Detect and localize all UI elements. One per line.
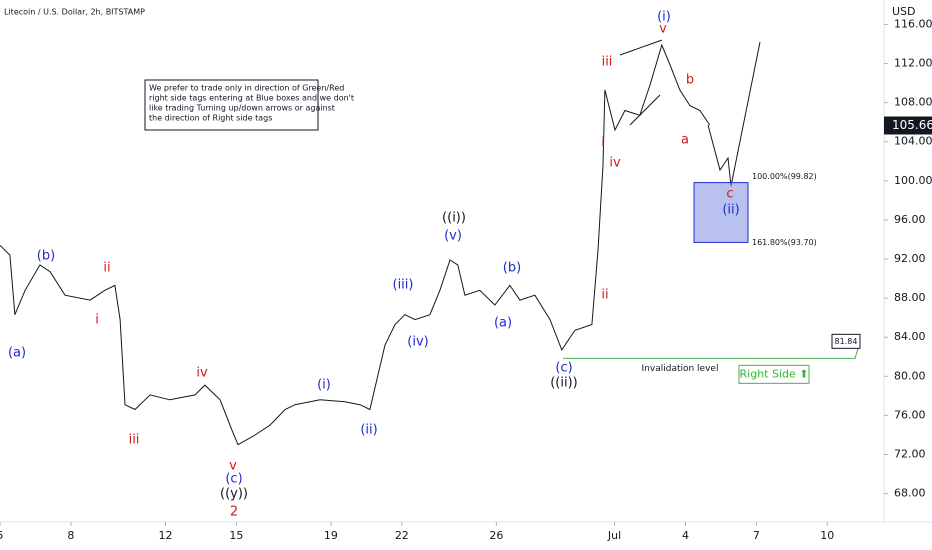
note-line: We prefer to trade only in direction of … <box>149 84 344 93</box>
wave-label: iii <box>129 433 140 448</box>
right-side-tag: Right Side ⬆ <box>740 367 809 380</box>
y-tick-label: 104.00 <box>894 135 932 148</box>
target-zone <box>693 182 749 243</box>
triangle-line <box>619 39 663 56</box>
note-box <box>144 79 319 131</box>
wave-label: (ii) <box>722 203 739 218</box>
y-tick-label: 112.00 <box>894 57 932 70</box>
wave-label: i <box>601 136 605 151</box>
x-tick-label: Jul <box>607 529 621 542</box>
y-tick-label: 68.00 <box>894 487 926 500</box>
price-line <box>0 43 711 446</box>
wave-label: (i) <box>657 10 671 25</box>
wave-label: (ii) <box>360 423 377 438</box>
x-tick-label: 26 <box>489 529 503 542</box>
y-tick-label: 92.00 <box>894 252 926 265</box>
last-price-box <box>884 116 932 135</box>
y-tick-label: 84.00 <box>894 330 926 343</box>
wave-label: iv <box>196 366 208 381</box>
x-tick-label: 5 <box>0 529 4 542</box>
fib-label: 100.00%(99.82) <box>752 172 817 181</box>
wave-label: (iii) <box>393 278 414 293</box>
wave-label: (iv) <box>407 335 428 350</box>
x-tick-label: 10 <box>820 529 834 542</box>
note-line: the direction of Right side tags <box>149 114 272 123</box>
wave-label: (i) <box>317 378 331 393</box>
x-tick-label: 22 <box>395 529 409 542</box>
invalidation-box <box>831 333 861 349</box>
wave-label: i <box>95 313 99 328</box>
x-tick-label: 19 <box>324 529 338 542</box>
wave-label: (b) <box>503 261 521 276</box>
wave-label: v <box>659 22 667 37</box>
wave-label: ii <box>103 261 110 276</box>
currency-label: USD <box>892 5 916 18</box>
last-price: 105.66 <box>892 118 932 132</box>
note-line: like trading Turning up/down arrows or a… <box>149 104 335 113</box>
wave-label: b <box>686 73 694 88</box>
wave-label: (a) <box>494 316 512 331</box>
note-line: right side tags entering at Blue boxes a… <box>149 94 354 103</box>
wave-label: ((i)) <box>442 211 466 226</box>
wave-label: iii <box>602 55 613 70</box>
triangle-line <box>629 94 661 126</box>
y-tick-label: 72.00 <box>894 448 926 461</box>
y-tick-label: 88.00 <box>894 291 926 304</box>
right-side-box <box>738 364 810 384</box>
wave-label: ((y)) <box>220 487 248 502</box>
x-tick-label: 15 <box>229 529 243 542</box>
projection-path <box>707 41 761 187</box>
y-tick-label: 108.00 <box>894 96 932 109</box>
wave-label: (a) <box>8 346 26 361</box>
y-tick-label: 116.00 <box>894 17 932 30</box>
wave-label: (c) <box>225 472 242 487</box>
fib-label: 161.80%(93.70) <box>752 238 817 247</box>
y-tick-label: 100.00 <box>894 174 932 187</box>
wave-label: ii <box>601 288 608 303</box>
wave-label: c <box>726 187 733 202</box>
wave-label: v <box>229 459 237 474</box>
y-tick-label: 96.00 <box>894 213 926 226</box>
chart-title: Litecoin / U.S. Dollar, 2h, BITSTAMP <box>4 8 145 17</box>
x-tick-label: 12 <box>158 529 172 542</box>
x-tick-label: 4 <box>682 529 689 542</box>
wave-label: (c) <box>555 361 572 376</box>
y-tick-label: 76.00 <box>894 408 926 421</box>
wave-label: iv <box>609 156 621 171</box>
invalidation-value: 81.84 <box>835 337 858 346</box>
wave-label: 2 <box>230 505 238 520</box>
wave-label: (v) <box>444 229 462 244</box>
wave-label: a <box>681 133 689 148</box>
wave-label: ((ii)) <box>550 376 578 391</box>
x-tick-label: 7 <box>753 529 760 542</box>
x-tick-label: 8 <box>67 529 74 542</box>
y-tick-label: 80.00 <box>894 369 926 382</box>
invalidation-text: Invalidation level <box>642 364 719 374</box>
wave-label: (b) <box>37 249 55 264</box>
